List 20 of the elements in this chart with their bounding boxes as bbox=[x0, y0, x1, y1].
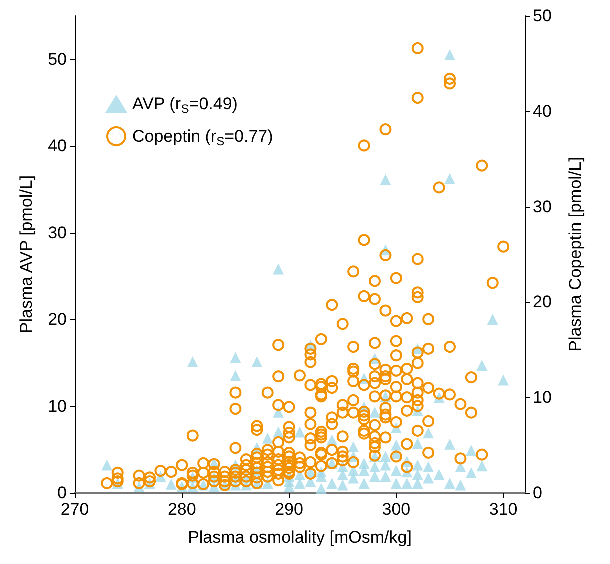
y-tick-label: 30 bbox=[48, 223, 67, 242]
y2-tick-label: 50 bbox=[533, 6, 552, 26]
x-tick-label: 290 bbox=[275, 500, 304, 519]
y-tick-label: 10 bbox=[48, 396, 67, 416]
x-tick-label: 270 bbox=[60, 500, 90, 519]
x-axis-title: Plasma osmolality [mOsm/kg] bbox=[188, 528, 412, 547]
y-axis-title: Plasma AVP [pmol/L] bbox=[17, 175, 36, 334]
x-tick-label: 280 bbox=[168, 500, 196, 519]
y2-tick-label: 20 bbox=[533, 292, 552, 312]
y-tick-label: 20 bbox=[48, 310, 67, 330]
x-tick-label: 310 bbox=[489, 500, 518, 519]
y-tick-label: 0 bbox=[58, 484, 67, 502]
y-tick-label: 50 bbox=[48, 50, 67, 69]
y2-tick-label: 10 bbox=[533, 388, 552, 408]
x-tick-label: 300 bbox=[382, 500, 411, 519]
y2-axis-title: Plasma Copeptin [pmol/L] bbox=[566, 157, 585, 352]
y-tick-label: 40 bbox=[48, 136, 67, 156]
y2-tick-label: 30 bbox=[533, 197, 552, 216]
y2-tick-label: 40 bbox=[533, 102, 552, 121]
y2-tick-label: 0 bbox=[533, 484, 542, 502]
